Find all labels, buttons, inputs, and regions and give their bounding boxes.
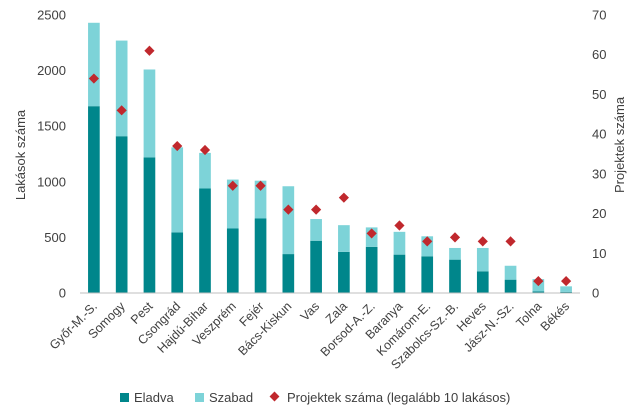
- marker-projektek-pest: [144, 45, 155, 56]
- bar-eladva-veszprem: [226, 228, 239, 293]
- bar-eladva-vas: [310, 240, 322, 293]
- bar-szabad-baranya: [393, 231, 406, 255]
- marker-projektek-vas: [311, 204, 322, 215]
- legend-marker-projektek: [269, 391, 280, 402]
- category-label-vas: Vas: [298, 299, 322, 323]
- marker-projektek-baranya: [394, 220, 405, 231]
- bar-eladva-baranya: [393, 254, 406, 293]
- y2-tick-40: 40: [592, 127, 606, 142]
- y-tick-500: 500: [44, 230, 66, 245]
- y2-tick-50: 50: [592, 87, 606, 102]
- bar-eladva-heves: [476, 271, 489, 293]
- marker-projektek-zala: [338, 192, 349, 203]
- category-labels: Győr-M.-S.Somogy PestCsongrádHajdú-BiharV…: [47, 299, 572, 372]
- legend-swatch-eladva: [120, 393, 129, 402]
- marker-projektek-csongrad: [172, 140, 183, 152]
- marker-projektek-szabolcs-sz-b: [449, 232, 461, 243]
- bar-eladva-jasz-n-sz: [504, 279, 517, 293]
- y-tick-2500: 2500: [37, 8, 66, 23]
- bar-szabad-hajdu-bihar: [199, 152, 211, 189]
- marker-projektek-gyor-m-s: [88, 73, 99, 84]
- bar-eladva-hajdu-bihar: [199, 188, 211, 293]
- y-tick-1500: 1500: [37, 119, 66, 134]
- bar-szabad-zala: [338, 225, 350, 252]
- bar-eladva-somogy: [115, 136, 128, 293]
- category-label-bekes: Békés: [538, 299, 572, 333]
- bar-eladva-borsod-a-z: [365, 246, 378, 293]
- bar-szabad-veszprem: [226, 179, 239, 229]
- bar-szabad-fejer: [254, 180, 267, 219]
- bar-szabad-gyor-m-s: [88, 22, 100, 107]
- marker-projektek-fejer: [255, 180, 266, 191]
- y2-axis-title: Projektek száma: [612, 96, 627, 193]
- bar-eladva-pest: [143, 157, 156, 293]
- y-tick-1000: 1000: [37, 174, 66, 189]
- bar-eladva-zala: [338, 251, 350, 293]
- y2-tick-0: 0: [592, 286, 599, 301]
- bar-szabad-bacs-kiskun: [282, 186, 295, 255]
- y2-tick-10: 10: [592, 246, 606, 261]
- bar-eladva-komarom-e: [421, 256, 434, 293]
- y2-tick-70: 70: [592, 8, 606, 23]
- bar-szabad-bekes: [560, 286, 572, 292]
- bar-szabad-csongrad: [171, 147, 184, 233]
- y-axis-ticks: 0 500 1000 1500 2000 2500: [37, 8, 66, 301]
- bar-szabad-szabolcs-sz-b: [449, 247, 461, 260]
- legend: Eladva Szabad Projektek száma (legalább …: [120, 390, 510, 405]
- y-tick-2000: 2000: [37, 63, 66, 78]
- legend-label-eladva: Eladva: [134, 390, 175, 405]
- bar-eladva-gyor-m-s: [88, 106, 100, 294]
- marker-projektek-bekes: [561, 275, 572, 287]
- bar-szabad-pest: [143, 69, 156, 158]
- y2-tick-30: 30: [592, 166, 606, 181]
- marker-projektek-veszprem: [227, 180, 238, 191]
- legend-label-projektek: Projektek száma (legalább 10 lakásos): [287, 390, 510, 405]
- marker-layer: [88, 45, 572, 287]
- bar-eladva-csongrad: [171, 232, 184, 293]
- bar-szabad-jasz-n-sz: [504, 265, 517, 280]
- y-tick-0: 0: [59, 286, 66, 301]
- legend-swatch-szabad: [195, 393, 204, 402]
- bar-layer: [88, 22, 572, 294]
- bar-eladva-szabolcs-sz-b: [449, 259, 461, 293]
- y2-axis-ticks: 0 10 20 30 40 50 60 70: [592, 8, 606, 301]
- bar-szabad-somogy: [115, 40, 128, 137]
- bar-eladva-tolna: [532, 291, 545, 293]
- y2-tick-20: 20: [592, 206, 606, 221]
- legend-label-szabad: Szabad: [209, 390, 253, 405]
- bar-szabad-heves: [476, 247, 489, 272]
- marker-projektek-heves: [477, 236, 488, 247]
- y2-tick-60: 60: [592, 47, 606, 62]
- marker-projektek-borsod-a-z: [366, 228, 377, 239]
- marker-projektek-somogy: [116, 105, 127, 116]
- bar-eladva-bacs-kiskun: [282, 254, 295, 293]
- bar-szabad-vas: [310, 219, 322, 241]
- bar-eladva-bekes: [560, 291, 572, 293]
- y-axis-title: Lakások száma: [13, 109, 28, 200]
- bar-eladva-fejer: [254, 218, 267, 293]
- marker-projektek-tolna: [533, 275, 544, 287]
- marker-projektek-jasz-n-sz: [505, 236, 516, 247]
